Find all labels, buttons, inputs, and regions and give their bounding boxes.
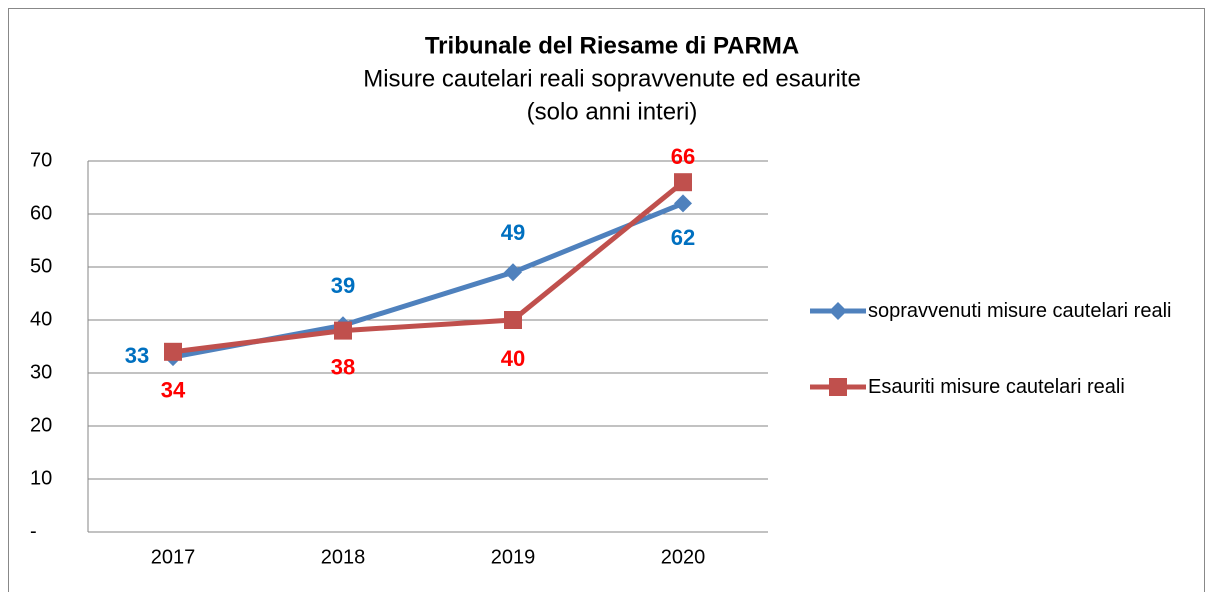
y-tick-label: 10: [30, 467, 52, 489]
x-tick-label: 2018: [321, 546, 366, 568]
legend-label: sopravvenuti misure cautelari reali: [868, 300, 1172, 322]
data-label: 62: [671, 225, 695, 250]
y-tick-label: 30: [30, 361, 52, 383]
y-tick-label: 70: [30, 149, 52, 171]
data-label: 38: [331, 354, 355, 379]
point: [674, 173, 692, 192]
point: [504, 263, 522, 282]
y-tick-label: 40: [30, 308, 52, 330]
data-label: 34: [161, 378, 186, 403]
x-tick-label: 2019: [491, 546, 536, 568]
point: [504, 311, 522, 329]
legend-marker: [829, 378, 847, 396]
y-tick-label: 60: [30, 202, 52, 224]
chart-border: [8, 8, 1205, 592]
data-label: 66: [671, 144, 695, 169]
x-tick-label: 2017: [151, 546, 196, 568]
chart-subtitle: (solo anni interi): [527, 98, 698, 125]
series-line: [172, 180, 685, 355]
data-label: 40: [501, 346, 525, 371]
x-tick-label: 2020: [661, 546, 706, 568]
data-label: 33: [125, 343, 149, 368]
series-line: [172, 201, 684, 360]
y-tick-label: 50: [30, 255, 52, 277]
data-label: 49: [501, 220, 525, 245]
point: [674, 194, 692, 213]
data-label: 39: [331, 273, 355, 298]
point: [164, 342, 182, 361]
chart-subtitle: Misure cautelari reali sopravvenute ed e…: [363, 65, 861, 92]
y-tick-label: 20: [30, 414, 52, 436]
point: [334, 321, 352, 340]
chart-title: Tribunale del Riesame di PARMA: [425, 32, 799, 59]
legend-marker: [829, 302, 847, 320]
y-tick-label: -: [30, 520, 37, 542]
legend-label: Esauriti misure cautelari reali: [868, 376, 1125, 398]
